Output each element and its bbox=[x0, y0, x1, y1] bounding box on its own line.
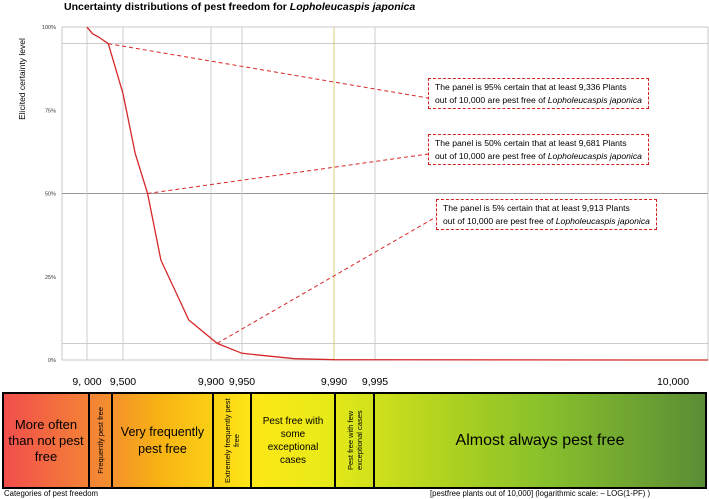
y-tick-label: 100% bbox=[42, 25, 56, 31]
category-frequently-label: Frequently pest free bbox=[96, 407, 105, 474]
y-tick-label: 75% bbox=[45, 108, 56, 114]
callout-50-species: Lopholeucaspis japonica bbox=[547, 150, 642, 161]
leader-5% bbox=[216, 216, 437, 344]
leader-95% bbox=[108, 43, 429, 99]
callout-5-species: Lopholeucaspis japonica bbox=[555, 215, 650, 226]
category-some-exceptional: Pest free with some exceptional cases bbox=[252, 394, 336, 487]
callout-95-line1: The panel is 95% certain that at least 9… bbox=[435, 82, 627, 92]
callout-50-text: out of 10,000 are pest free of bbox=[435, 150, 548, 161]
chart-title: Uncertainty distributions of pest freedo… bbox=[64, 1, 415, 13]
y-tick-labels: 100% 75% 50% 25% 0% bbox=[42, 25, 56, 364]
x-tick-label: 9,500 bbox=[109, 376, 137, 388]
leader-50% bbox=[147, 153, 429, 194]
callout-5-text: out of 10,000 are pest free of bbox=[443, 215, 556, 226]
title-species: Lopholeucaspis japonica bbox=[289, 1, 416, 13]
callout-5-line1: The panel is 5% certain that at least 9,… bbox=[443, 203, 630, 213]
category-extremely-frequently: Extremely frequently pest free bbox=[214, 394, 252, 487]
callout-95-species: Lopholeucaspis japonica bbox=[547, 94, 642, 105]
y-tick-label: 25% bbox=[45, 275, 56, 281]
x-tick-label: 10,000 bbox=[656, 376, 690, 388]
x-tick-label: 9,995 bbox=[361, 376, 389, 388]
x-tick-label: 9,950 bbox=[228, 376, 256, 388]
callout-5-line2: out of 10,000 are pest free of Lopholeuc… bbox=[443, 215, 650, 228]
categories-heading: Categories of pest freedom bbox=[4, 489, 99, 498]
title-text: Uncertainty distributions of pest freedo… bbox=[64, 1, 290, 13]
callout-5: The panel is 5% certain that at least 9,… bbox=[436, 199, 657, 230]
callout-95: The panel is 95% certain that at least 9… bbox=[428, 78, 649, 109]
callout-95-line2: out of 10,000 are pest free of Lopholeuc… bbox=[435, 94, 642, 107]
callout-95-text: out of 10,000 are pest free of bbox=[435, 94, 548, 105]
grid-lines bbox=[61, 26, 709, 361]
annotation-leaders bbox=[108, 43, 437, 344]
category-few-exceptional-label: Pest free with few exceptional cases bbox=[345, 410, 364, 471]
x-tick-label: 9,900 bbox=[197, 376, 225, 388]
certainty-curve bbox=[86, 26, 708, 361]
category-more-often: More often than not pest free bbox=[4, 394, 90, 487]
y-tick-label: 0% bbox=[48, 358, 56, 364]
category-extremely-frequently-label: Extremely frequently pest free bbox=[223, 398, 241, 483]
pest-freedom-categories: More often than not pest free Frequently… bbox=[2, 392, 707, 489]
category-few-exceptional: Pest free with few exceptional cases bbox=[336, 394, 375, 487]
x-axis-note: [pestfree plants out of 10,000] (logarit… bbox=[430, 489, 651, 498]
x-tick-label: 9,990 bbox=[320, 376, 348, 388]
callout-50-line2: out of 10,000 are pest free of Lopholeuc… bbox=[435, 150, 642, 163]
chart-plot-area: 100% 75% 50% 25% 0% bbox=[42, 25, 709, 364]
category-almost-always: Almost always pest free bbox=[455, 431, 625, 449]
y-tick-label: 50% bbox=[45, 192, 56, 198]
category-very-frequently: Very frequently pest free bbox=[113, 394, 214, 487]
callout-50: The panel is 50% certain that at least 9… bbox=[428, 134, 649, 165]
category-frequently: Frequently pest free bbox=[90, 394, 113, 487]
callout-50-line1: The panel is 50% certain that at least 9… bbox=[435, 138, 627, 148]
x-tick-label: 9, 000 bbox=[72, 376, 102, 388]
